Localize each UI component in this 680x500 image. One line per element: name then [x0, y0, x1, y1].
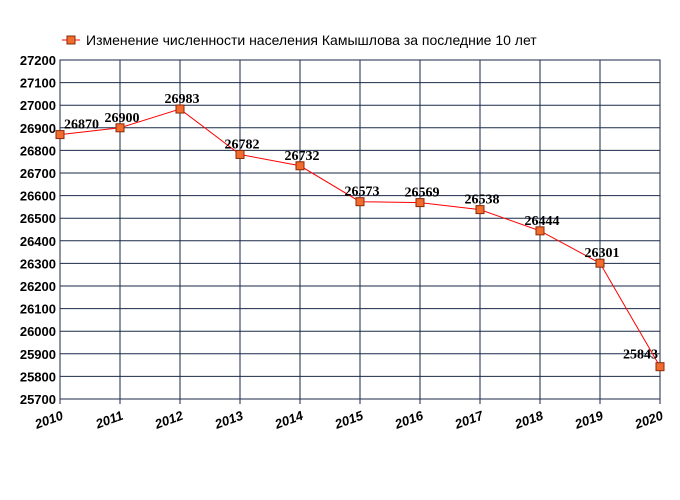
data-label: 26569 — [405, 186, 440, 201]
x-tick-label: 2018 — [512, 407, 546, 432]
x-tick-label: 2013 — [212, 407, 246, 432]
data-point-marker — [355, 197, 365, 207]
y-tick-label: 26500 — [20, 211, 56, 226]
data-label: 26983 — [165, 92, 200, 107]
x-tick-label: 2012 — [152, 407, 186, 432]
data-label: 26573 — [345, 185, 380, 200]
data-point-marker — [475, 205, 485, 215]
plot-grid — [59, 59, 661, 400]
data-label: 26301 — [585, 246, 620, 261]
data-label: 26900 — [105, 111, 140, 126]
x-tick-label: 2017 — [452, 407, 486, 432]
y-tick-label: 26700 — [20, 166, 56, 181]
data-point-marker — [235, 149, 245, 159]
data-label: 26444 — [525, 214, 560, 229]
x-tick-label: 2011 — [93, 408, 125, 432]
data-labels: 26870 26900 26983 26782 26732 26573 26569 26538… — [64, 92, 658, 363]
legend-label: Изменение численности населения Камышлов… — [86, 32, 537, 48]
data-point-marker — [535, 226, 545, 236]
y-tick-label: 26800 — [20, 143, 56, 158]
y-tick-label: 26300 — [20, 256, 56, 271]
data-label: 25843 — [623, 348, 658, 363]
y-tick-label: 26900 — [20, 121, 56, 136]
y-tick-label: 25800 — [20, 369, 56, 384]
data-point-marker — [55, 130, 65, 140]
legend-marker — [66, 35, 76, 45]
data-label: 26538 — [465, 193, 500, 208]
series-line — [55, 104, 665, 372]
data-label: 26732 — [285, 149, 320, 164]
x-tick-label: 2015 — [332, 407, 366, 432]
data-point-marker — [655, 362, 665, 372]
data-label: 26870 — [64, 118, 99, 133]
x-tick-label: 2016 — [392, 407, 426, 432]
data-label: 26782 — [225, 137, 260, 152]
x-tick-label: 2010 — [32, 407, 66, 432]
data-point-marker — [595, 258, 605, 268]
y-tick-label: 25900 — [20, 347, 56, 362]
data-point-marker — [415, 198, 425, 208]
x-tick-label: 2014 — [272, 407, 306, 432]
y-tick-label: 26400 — [20, 234, 56, 249]
y-tick-label: 27000 — [20, 98, 56, 113]
y-tick-label: 26100 — [20, 302, 56, 317]
y-tick-label: 25700 — [20, 392, 56, 407]
x-tick-label: 2020 — [632, 407, 666, 432]
y-tick-label: 27100 — [20, 76, 56, 91]
x-tick-label: 2019 — [572, 407, 606, 432]
y-tick-label: 26200 — [20, 279, 56, 294]
y-tick-label: 26000 — [20, 324, 56, 339]
y-tick-label: 26600 — [20, 189, 56, 204]
data-point-marker — [115, 123, 125, 133]
chart-legend: Изменение численности населения Камышлов… — [62, 32, 537, 48]
data-point-marker — [175, 104, 185, 114]
y-tick-label: 27200 — [20, 53, 56, 68]
data-point-marker — [295, 161, 305, 171]
